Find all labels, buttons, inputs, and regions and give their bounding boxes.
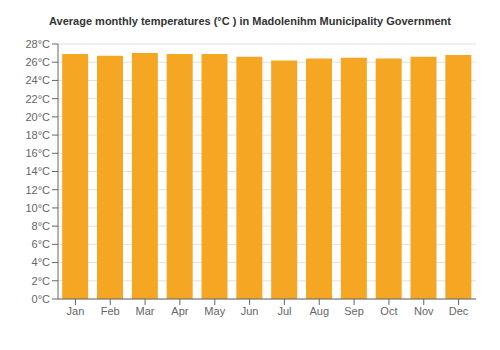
svg-text:Feb: Feb [101, 305, 120, 317]
svg-text:4°C: 4°C [32, 256, 51, 268]
svg-text:2°C: 2°C [32, 275, 51, 287]
svg-text:Oct: Oct [380, 305, 397, 317]
svg-text:14°C: 14°C [25, 165, 50, 177]
svg-text:Dec: Dec [449, 305, 469, 317]
svg-text:10°C: 10°C [25, 202, 50, 214]
svg-text:16°C: 16°C [25, 147, 50, 159]
svg-text:Mar: Mar [136, 305, 155, 317]
svg-text:Aug: Aug [309, 305, 329, 317]
svg-text:Apr: Apr [171, 305, 188, 317]
svg-text:22°C: 22°C [25, 93, 50, 105]
svg-text:18°C: 18°C [25, 129, 50, 141]
html-text:Average monthly temperatures (: Average monthly temperatures (°C ) in Ma… [49, 15, 451, 27]
svg-text:26°C: 26°C [25, 56, 50, 68]
svg-text:0°C: 0°C [32, 293, 51, 305]
svg-text:24°C: 24°C [25, 74, 50, 86]
svg-text:6°C: 6°C [32, 238, 51, 250]
svg-text:Sep: Sep [344, 305, 364, 317]
svg-text:8°C: 8°C [32, 220, 51, 232]
svg-text:Jan: Jan [67, 305, 85, 317]
svg-text:Nov: Nov [414, 305, 434, 317]
svg-text:Jul: Jul [277, 305, 291, 317]
svg-text:20°C: 20°C [25, 111, 50, 123]
svg-text:28°C: 28°C [25, 38, 50, 50]
svg-text:12°C: 12°C [25, 184, 50, 196]
svg-text:Jun: Jun [241, 305, 259, 317]
svg-text:May: May [204, 305, 225, 317]
